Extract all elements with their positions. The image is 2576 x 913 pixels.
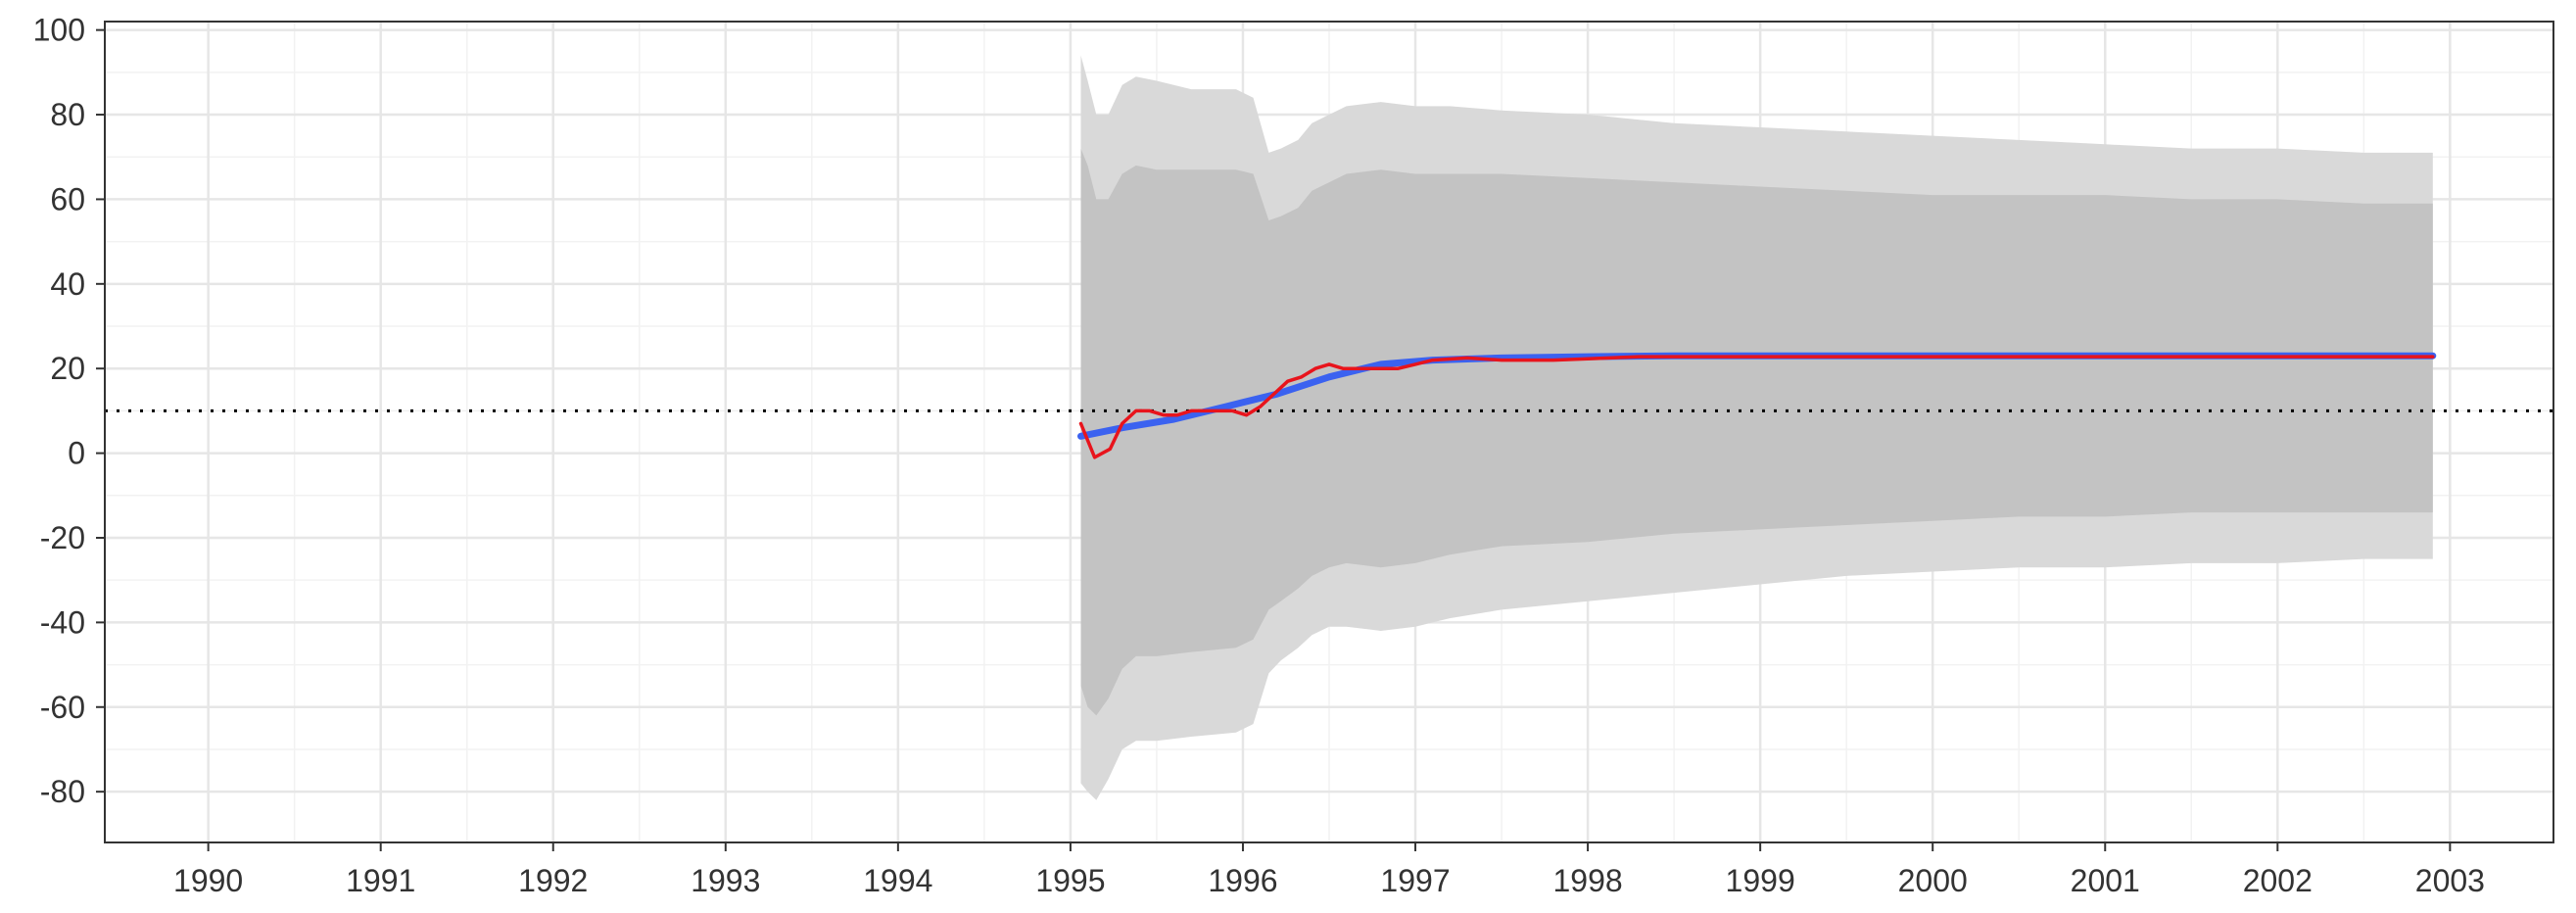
inner-prediction-band bbox=[1080, 148, 2433, 716]
panel-border bbox=[104, 21, 2554, 843]
x-tick-label: 2001 bbox=[2071, 863, 2140, 898]
x-tick-label: 1990 bbox=[173, 863, 243, 898]
x-tick-label: 1994 bbox=[863, 863, 932, 898]
x-tick-label: 1993 bbox=[691, 863, 760, 898]
y-tick-label: -80 bbox=[40, 774, 85, 809]
y-tick-label: 60 bbox=[50, 181, 85, 216]
y-tick-label: -40 bbox=[40, 604, 85, 640]
x-tick-label: 1996 bbox=[1208, 863, 1277, 898]
y-tick-label: 0 bbox=[68, 436, 85, 471]
y-tick-label: -20 bbox=[40, 520, 85, 555]
x-tick-label: 1991 bbox=[346, 863, 415, 898]
x-tick-label: 2002 bbox=[2243, 863, 2313, 898]
y-axis: 100 80 60 40 20 0 -20 -40 -60 -80 bbox=[33, 13, 105, 809]
x-tick-label: 1995 bbox=[1035, 863, 1105, 898]
y-tick-label: 80 bbox=[50, 97, 85, 132]
x-tick-label: 1999 bbox=[1726, 863, 1795, 898]
x-tick-label: 1998 bbox=[1552, 863, 1622, 898]
x-tick-label: 1997 bbox=[1380, 863, 1450, 898]
y-tick-label: 40 bbox=[50, 266, 85, 302]
series-line-actual bbox=[1078, 355, 2435, 459]
x-tick-label: 1992 bbox=[518, 863, 588, 898]
band-layer bbox=[1080, 55, 2433, 800]
series-layer bbox=[1077, 352, 2437, 459]
x-tick-label: 2000 bbox=[1898, 863, 1968, 898]
x-axis: 1990 1991 1992 1993 1994 1995 1996 1997 1998 1999… bbox=[173, 842, 2485, 898]
y-tick-label: 100 bbox=[33, 13, 85, 48]
x-tick-label: 2003 bbox=[2415, 863, 2485, 898]
y-tick-label: 20 bbox=[50, 351, 85, 386]
y-tick-label: -60 bbox=[40, 690, 85, 725]
